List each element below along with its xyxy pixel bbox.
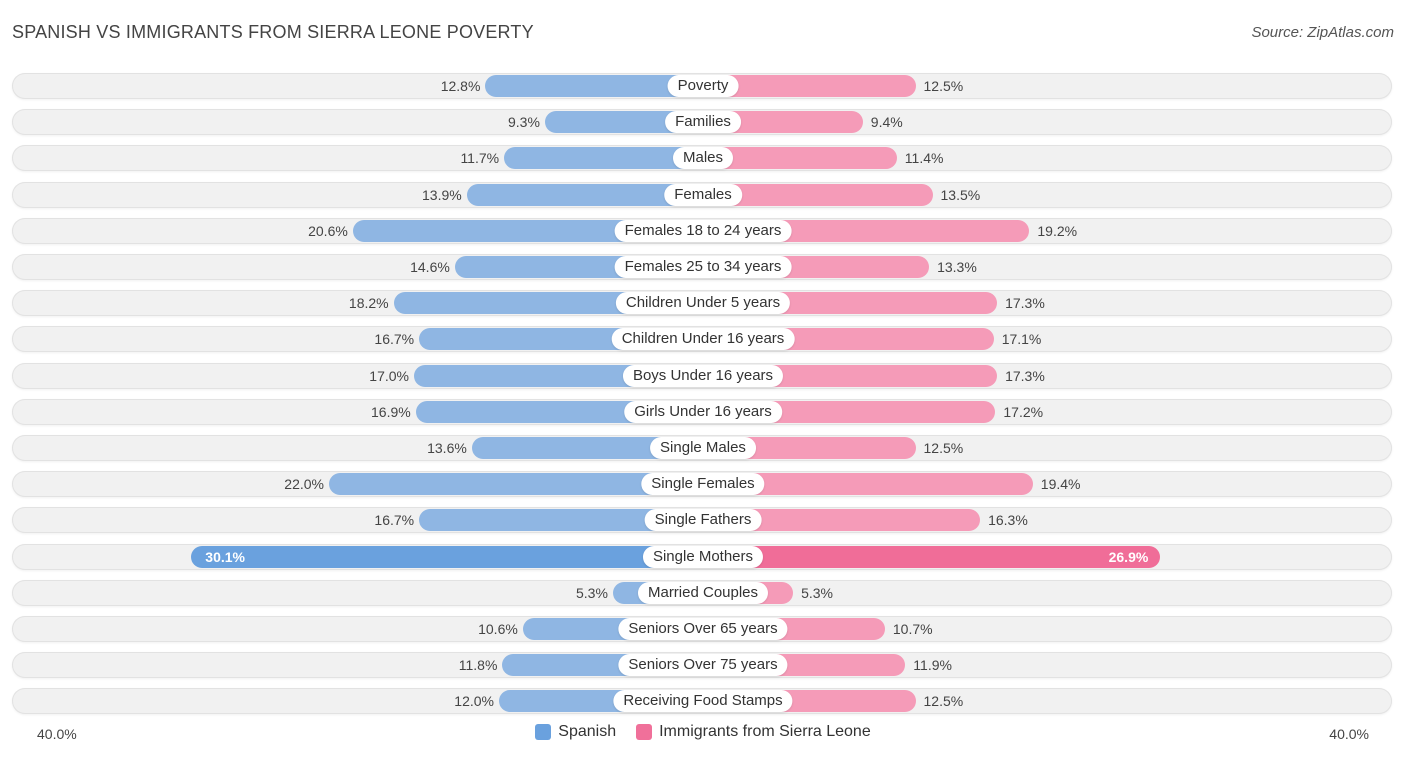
value-label-spanish-females: 13.9% [422,186,462,203]
category-label-females-25-to-34-years: Females 25 to 34 years [614,256,792,278]
bar-spanish-males [504,147,703,170]
value-label-sierra-leone-females-25-to-34-years: 13.3% [937,259,977,275]
category-label-children-under-16-years: Children Under 16 years [611,328,795,351]
value-label-sierra-leone-families: 9.4% [870,114,903,131]
value-label-sierra-leone-single-females: 19.4% [1040,476,1081,493]
value-label-spanish-boys-under-16-years: 17.0% [369,367,409,384]
value-label-spanish-females-25-to-34-years: 14.6% [410,259,450,275]
category-label-boys-under-16-years: Boys Under 16 years [622,364,784,387]
value-label-sierra-leone-boys-under-16-years: 17.3% [1005,367,1045,384]
value-label-spanish-married-couples: 5.3% [575,584,608,601]
value-label-spanish-single-males: 13.6% [427,440,467,456]
bar-sierra-leone-single-fathers [703,509,981,532]
bar-sierra-leone-single-mothers [703,545,1161,568]
bar-sierra-leone-single-males [703,437,916,459]
category-label-females-18-to-24-years: Females 18 to 24 years [614,219,792,242]
bar-sierra-leone-single-females [703,473,1033,496]
legend-item-spanish: Spanish [535,723,616,741]
value-label-sierra-leone-children-under-16-years: 17.1% [1001,331,1042,348]
category-label-receiving-food-stamps: Receiving Food Stamps [613,690,793,713]
value-label-sierra-leone-receiving-food-stamps: 12.5% [923,693,964,710]
bar-spanish-poverty [485,75,703,97]
value-label-sierra-leone-single-males: 12.5% [923,440,964,456]
category-label-single-males: Single Males [650,437,756,459]
value-label-sierra-leone-seniors-over-75-years: 11.9% [913,657,952,674]
category-label-males: Males [672,147,734,170]
legend-swatch-sierra-leone [636,724,653,740]
chart-title: SPANISH VS IMMIGRANTS FROM SIERRA LEONE … [12,22,534,42]
value-label-sierra-leone-poverty: 12.5% [923,78,964,94]
legend-swatch-spanish [535,724,552,740]
category-label-seniors-over-75-years: Seniors Over 75 years [618,654,788,677]
category-label-poverty: Poverty [667,75,739,97]
value-label-spanish-seniors-over-65-years: 10.6% [478,621,518,637]
bar-sierra-leone-poverty [703,75,916,97]
value-label-sierra-leone-girls-under-16-years: 17.2% [1003,403,1044,420]
legend-item-sierra-leone: Immigrants from Sierra Leone [636,723,871,741]
source-note: Source: ZipAtlas.com [1251,24,1394,41]
value-label-spanish-receiving-food-stamps: 12.0% [454,693,494,710]
bar-sierra-leone-females [703,183,933,206]
value-label-sierra-leone-males: 11.4% [904,150,944,167]
value-label-sierra-leone-single-fathers: 16.3% [988,512,1028,529]
category-label-married-couples: Married Couples [637,581,769,604]
bar-spanish-females [466,183,703,206]
value-label-spanish-females-18-to-24-years: 20.6% [308,222,348,239]
category-label-girls-under-16-years: Girls Under 16 years [624,400,782,423]
value-label-spanish-single-females: 22.0% [284,476,324,493]
bar-spanish-families [544,111,703,134]
category-label-females: Females [664,183,742,206]
bar-spanish-single-males [471,437,703,459]
legend: Spanish Immigrants from Sierra Leone [0,723,1406,741]
value-label-spanish-girls-under-16-years: 16.9% [371,403,411,420]
category-label-single-mothers: Single Mothers [642,545,764,568]
category-label-children-under-5-years: Children Under 5 years [615,292,791,315]
value-label-spanish-children-under-5-years: 18.2% [348,295,389,312]
value-label-sierra-leone-seniors-over-65-years: 10.7% [892,621,933,637]
category-label-seniors-over-65-years: Seniors Over 65 years [618,618,788,640]
category-label-single-females: Single Females [641,473,765,496]
value-label-sierra-leone-married-couples: 5.3% [801,584,834,601]
value-label-sierra-leone-females-18-to-24-years: 19.2% [1037,222,1078,239]
value-label-spanish-seniors-over-75-years: 11.8% [458,657,498,674]
bar-sierra-leone-families [703,111,863,134]
value-label-sierra-leone-children-under-5-years: 17.3% [1005,295,1045,312]
category-label-single-fathers: Single Fathers [644,509,762,532]
bar-spanish-single-females [329,473,703,496]
value-label-spanish-children-under-16-years: 16.7% [374,331,415,348]
category-label-families: Families [665,111,741,134]
value-label-spanish-poverty: 12.8% [440,78,481,94]
axis-left-label: 40.0% [37,726,77,742]
legend-label-spanish: Spanish [558,723,617,740]
value-label-sierra-leone-females: 13.5% [940,186,981,203]
value-label-spanish-families: 9.3% [507,114,540,131]
value-label-spanish-single-mothers: 30.1% [205,548,245,565]
value-label-sierra-leone-single-mothers: 26.9% [1108,548,1149,565]
axis-right-label: 40.0% [1329,726,1369,742]
bar-spanish-single-fathers [419,509,703,532]
value-label-spanish-males: 11.7% [460,150,500,167]
bar-spanish-single-mothers [191,545,703,568]
legend-label-sierra-leone: Immigrants from Sierra Leone [659,723,871,740]
bar-sierra-leone-males [703,147,897,170]
value-label-spanish-single-fathers: 16.7% [374,512,415,529]
